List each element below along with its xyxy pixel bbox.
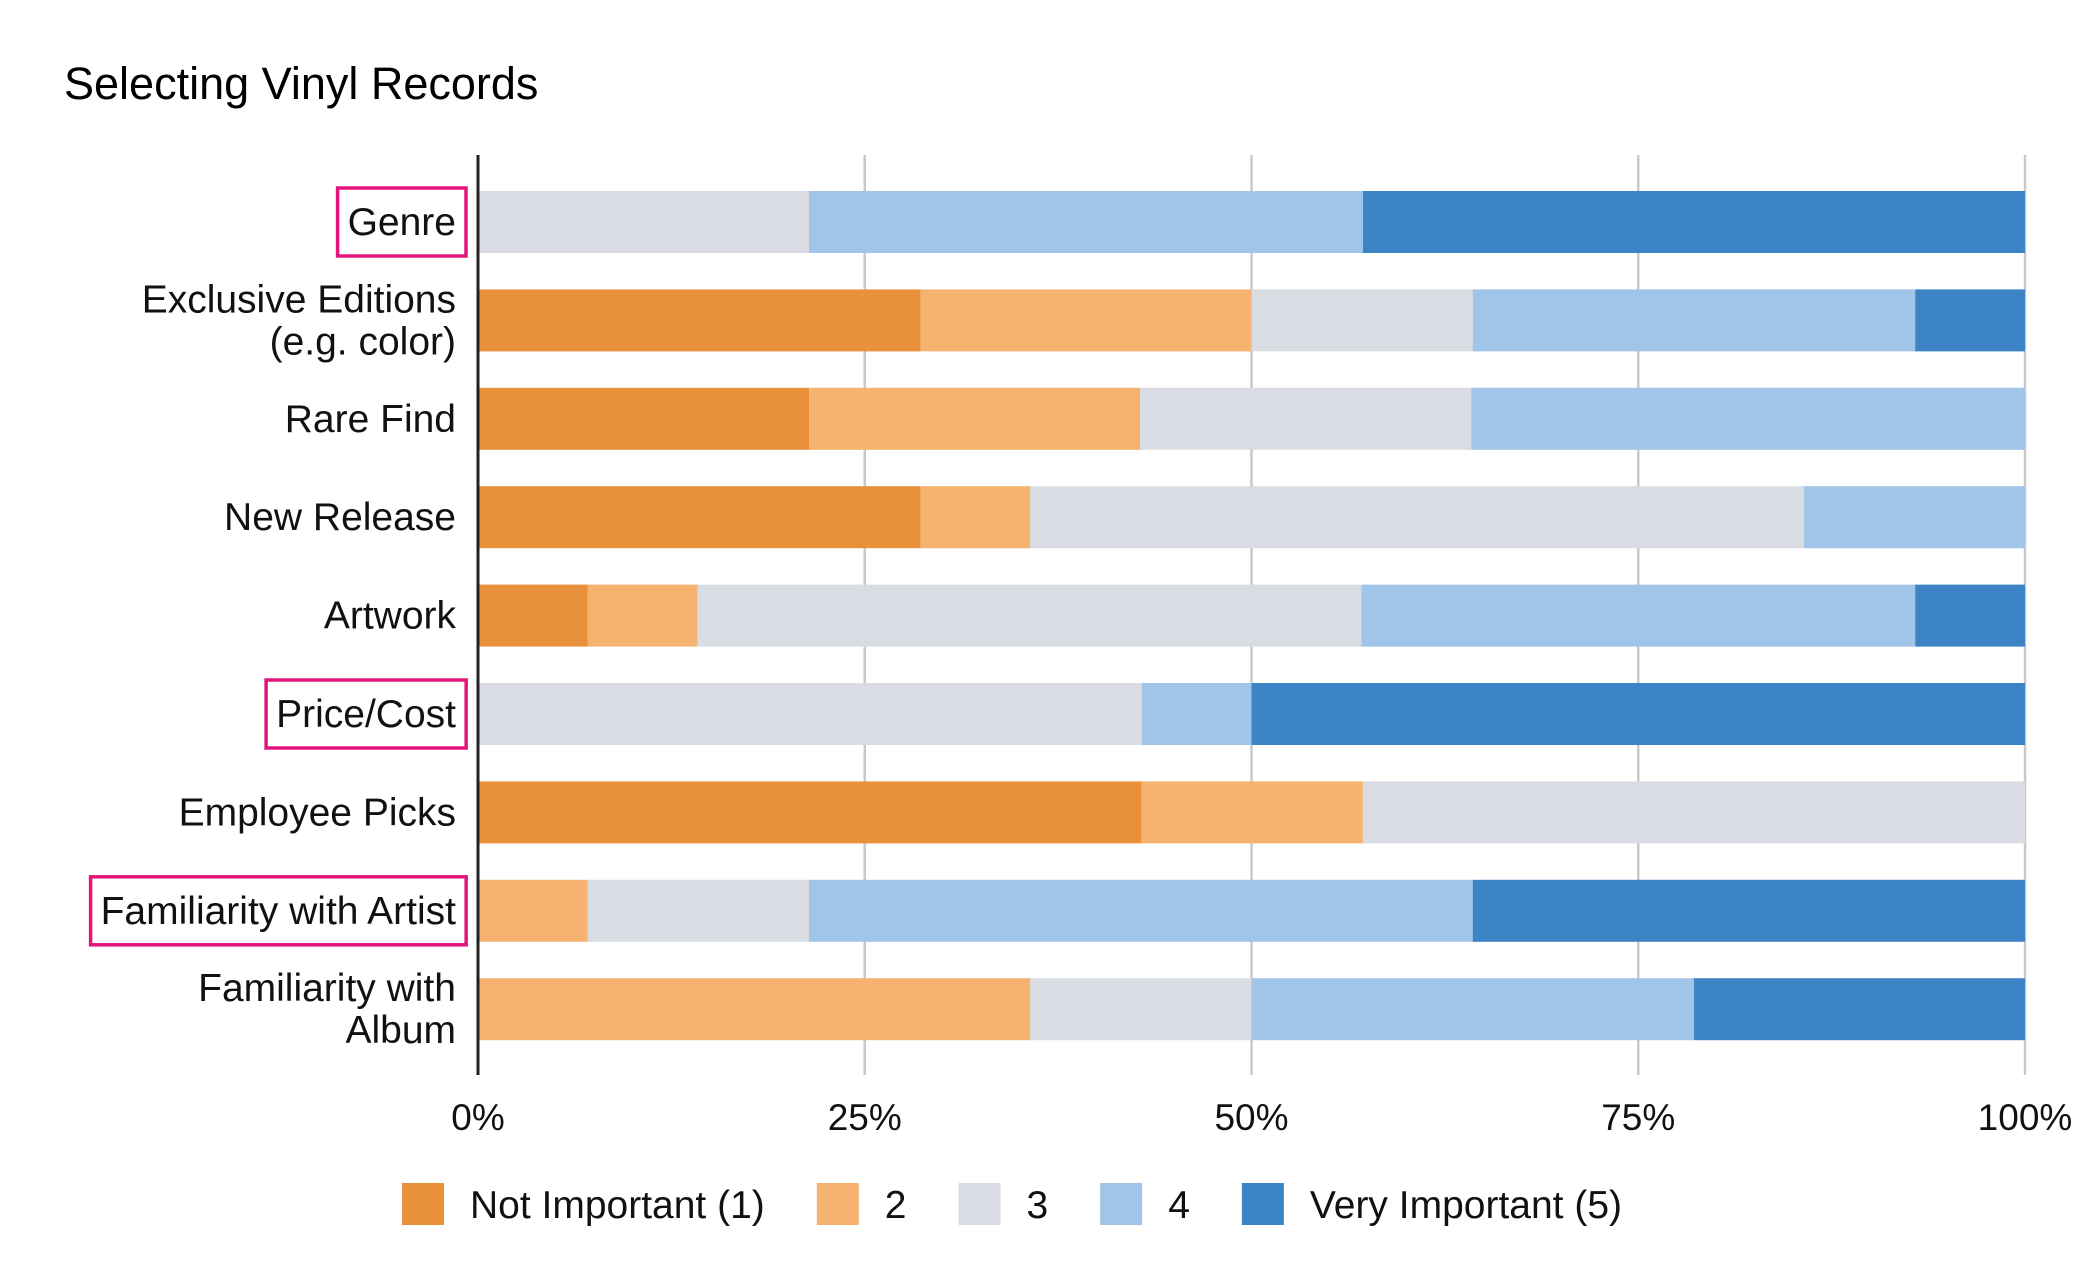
bar-artwork-not-important-1 bbox=[478, 584, 588, 647]
highlight-box-genre bbox=[335, 186, 468, 258]
category-label-genre: Genre bbox=[348, 201, 456, 244]
legend-label-not-important-1: Not Important (1) bbox=[470, 1184, 765, 1227]
legend-label-very-important-5: Very Important (5) bbox=[1310, 1184, 1622, 1227]
highlight-box-price-cost bbox=[264, 678, 468, 750]
x-tick-label: 25% bbox=[828, 1097, 902, 1138]
bar-price-cost-3 bbox=[478, 683, 1142, 745]
x-tick-label: 75% bbox=[1601, 1097, 1675, 1138]
legend-swatch-not-important-1 bbox=[402, 1183, 444, 1225]
bar-exclusive-editions-e-g-color-2 bbox=[920, 289, 1252, 352]
category-label-employee-picks: Employee Picks bbox=[179, 791, 456, 834]
legend-swatch-3 bbox=[958, 1183, 1001, 1225]
bar-artwork-4 bbox=[1361, 584, 1916, 647]
category-labels: Genre Exclusive Editions (e.g. color) Rare … bbox=[88, 186, 468, 1052]
category-label-familiarity-with-artist: Familiarity with Artist bbox=[101, 890, 457, 933]
x-tick-label: 0% bbox=[451, 1097, 504, 1138]
legend-swatch-2 bbox=[816, 1183, 859, 1225]
bar-exclusive-editions-e-g-color-very-important-5 bbox=[1915, 289, 2025, 352]
bar-employee-picks-not-important-1 bbox=[478, 781, 1142, 844]
bar-artwork-2 bbox=[587, 584, 698, 647]
bar-price-cost-very-important-5 bbox=[1251, 683, 2025, 745]
bar-new-release-4 bbox=[1803, 486, 2025, 549]
bar-familiarity-with-artist-very-important-5 bbox=[1472, 879, 2025, 942]
bar-new-release-3 bbox=[1030, 486, 1804, 549]
x-tick-label: 100% bbox=[1978, 1097, 2073, 1138]
legend-swatch-very-important-5 bbox=[1241, 1183, 1284, 1225]
bar-familiarity-with-album-2 bbox=[478, 978, 1031, 1041]
bar-exclusive-editions-e-g-color-4 bbox=[1472, 289, 1916, 352]
bar-artwork-3 bbox=[697, 584, 1362, 647]
bar-genre-4 bbox=[809, 191, 1363, 253]
bar-rare-find-3 bbox=[1140, 387, 1472, 450]
bar-exclusive-editions-e-g-color-3 bbox=[1251, 289, 1473, 352]
bar-employee-picks-2 bbox=[1141, 781, 1363, 844]
bar-price-cost-4 bbox=[1141, 683, 1252, 745]
bar-genre-very-important-5 bbox=[1362, 191, 2025, 253]
bar-familiarity-with-album-3 bbox=[1030, 978, 1252, 1041]
category-label-artwork: Artwork bbox=[324, 595, 457, 638]
category-label-familiarity-with-album: Familiarity with Album bbox=[198, 967, 456, 1052]
tick-labels: 0% 25% 50% 75% 100% bbox=[451, 1097, 2072, 1138]
bar-rare-find-4 bbox=[1471, 387, 2025, 450]
category-label-rare-find: Rare Find bbox=[285, 398, 456, 441]
legend-label-3: 3 bbox=[1026, 1184, 1048, 1227]
bar-familiarity-with-album-very-important-5 bbox=[1693, 978, 2025, 1041]
bars-layer bbox=[478, 191, 2025, 1041]
bar-exclusive-editions-e-g-color-not-important-1 bbox=[478, 289, 921, 352]
category-label-price-cost: Price/Cost bbox=[276, 693, 456, 736]
bar-familiarity-with-artist-4 bbox=[809, 879, 1473, 942]
bar-familiarity-with-artist-2 bbox=[478, 879, 588, 942]
bar-employee-picks-3 bbox=[1362, 781, 2025, 844]
bar-genre-3 bbox=[478, 191, 810, 253]
x-tick-label: 50% bbox=[1214, 1097, 1288, 1138]
legend: Not Important (1) 2 3 4 Very Important (5) bbox=[402, 1183, 1622, 1227]
category-label-exclusive-editions-e-g-color: Exclusive Editions (e.g. color) bbox=[142, 278, 456, 363]
bar-artwork-very-important-5 bbox=[1915, 584, 2025, 647]
bar-rare-find-2 bbox=[809, 387, 1141, 450]
category-label-new-release: New Release bbox=[224, 496, 456, 539]
bar-familiarity-with-artist-3 bbox=[587, 879, 810, 942]
bar-new-release-2 bbox=[920, 486, 1031, 549]
legend-swatch-4 bbox=[1100, 1183, 1143, 1225]
bar-familiarity-with-album-4 bbox=[1251, 978, 1694, 1041]
legend-label-2: 2 bbox=[885, 1184, 907, 1227]
highlight-box-familiarity-with-artist bbox=[88, 875, 468, 947]
bar-rare-find-not-important-1 bbox=[478, 387, 810, 450]
chart-title: Selecting Vinyl Records bbox=[64, 58, 539, 109]
bar-new-release-not-important-1 bbox=[478, 486, 921, 549]
legend-label-4: 4 bbox=[1168, 1184, 1190, 1227]
